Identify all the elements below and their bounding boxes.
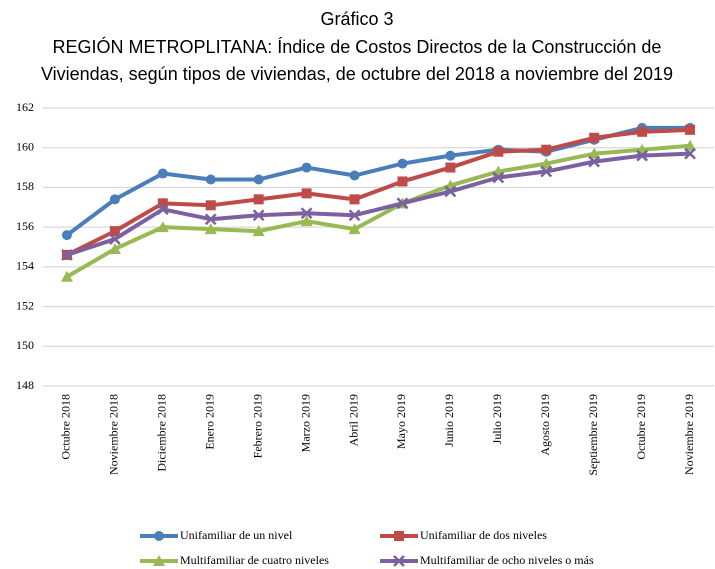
marker <box>60 270 73 282</box>
x-tick-label: Julio 2019 <box>490 394 504 444</box>
y-tick-label: 154 <box>16 259 34 273</box>
marker <box>589 132 600 143</box>
marker <box>540 165 553 178</box>
marker <box>637 126 648 137</box>
marker <box>301 188 312 199</box>
marker <box>61 230 72 241</box>
marker <box>156 203 169 216</box>
marker <box>157 168 168 179</box>
x-tick-label: Noviembre 2019 <box>682 394 696 475</box>
marker <box>153 555 165 566</box>
marker <box>109 194 120 205</box>
chart-title: Gráfico 3 <box>320 9 393 29</box>
marker <box>109 226 120 237</box>
x-tick-label: Septiembre 2019 <box>586 394 600 476</box>
x-tick-label: Marzo 2019 <box>298 394 312 452</box>
marker <box>300 215 313 227</box>
x-tick-label: Junio 2019 <box>442 394 456 447</box>
marker <box>685 124 696 135</box>
marker <box>154 531 164 541</box>
marker <box>540 157 553 169</box>
series-line <box>65 143 691 279</box>
marker <box>252 225 265 237</box>
marker <box>156 221 169 233</box>
marker <box>253 194 264 205</box>
marker <box>588 147 601 159</box>
marker <box>300 207 313 220</box>
legend-label: Unifamiliar de un nivel <box>180 528 293 542</box>
marker <box>348 209 361 222</box>
x-tick-label: Diciembre 2018 <box>155 394 169 472</box>
x-tick-label: Enero 2019 <box>203 394 217 450</box>
marker <box>397 158 408 169</box>
marker <box>492 171 505 184</box>
x-tick-label: Octubre 2018 <box>59 394 73 460</box>
marker <box>684 147 696 160</box>
legend-label: Multifamiliar de ocho niveles o más <box>420 553 594 567</box>
marker <box>393 555 405 567</box>
x-tick-label: Noviembre 2018 <box>107 394 121 475</box>
series-line <box>66 127 691 257</box>
marker <box>252 209 265 222</box>
marker <box>684 139 697 151</box>
x-tick-label: Octubre 2019 <box>634 394 648 460</box>
marker <box>204 223 217 235</box>
legend-label: Unifamiliar de dos niveles <box>420 528 547 542</box>
chart-subtitle: REGIÓN METROPLITANA: Índice de Costos Di… <box>53 36 662 57</box>
marker <box>348 223 361 235</box>
x-tick-label: Mayo 2019 <box>394 394 408 449</box>
marker <box>301 162 312 173</box>
y-tick-label: 148 <box>16 378 34 392</box>
marker <box>588 155 601 168</box>
y-tick-label: 158 <box>16 179 34 193</box>
marker <box>205 174 216 185</box>
marker <box>445 162 456 173</box>
marker <box>253 174 264 185</box>
marker <box>636 149 648 162</box>
chart-subtitle: Viviendas, según tipos de viviendas, de … <box>41 64 673 84</box>
y-tick-label: 150 <box>16 338 34 352</box>
marker <box>108 242 121 254</box>
y-tick-label: 156 <box>16 219 34 233</box>
series-line <box>66 151 691 257</box>
marker <box>349 194 360 205</box>
marker <box>109 233 121 245</box>
marker <box>157 198 168 209</box>
marker <box>61 249 73 261</box>
marker <box>397 176 408 187</box>
marker <box>394 531 404 541</box>
marker <box>204 213 217 226</box>
x-tick-label: Agosto 2019 <box>538 394 552 456</box>
marker <box>349 170 360 181</box>
marker <box>541 144 552 155</box>
marker <box>396 197 409 210</box>
marker <box>205 200 216 211</box>
legend-label: Multifamiliar de cuatro niveles <box>180 553 329 567</box>
marker <box>444 185 457 198</box>
x-tick-label: Febrero 2019 <box>250 394 264 458</box>
marker <box>445 150 456 161</box>
marker <box>493 146 504 157</box>
y-tick-label: 152 <box>16 298 34 312</box>
x-tick-label: Abril 2019 <box>346 394 360 446</box>
y-tick-label: 160 <box>16 139 34 153</box>
y-tick-label: 162 <box>16 100 34 114</box>
